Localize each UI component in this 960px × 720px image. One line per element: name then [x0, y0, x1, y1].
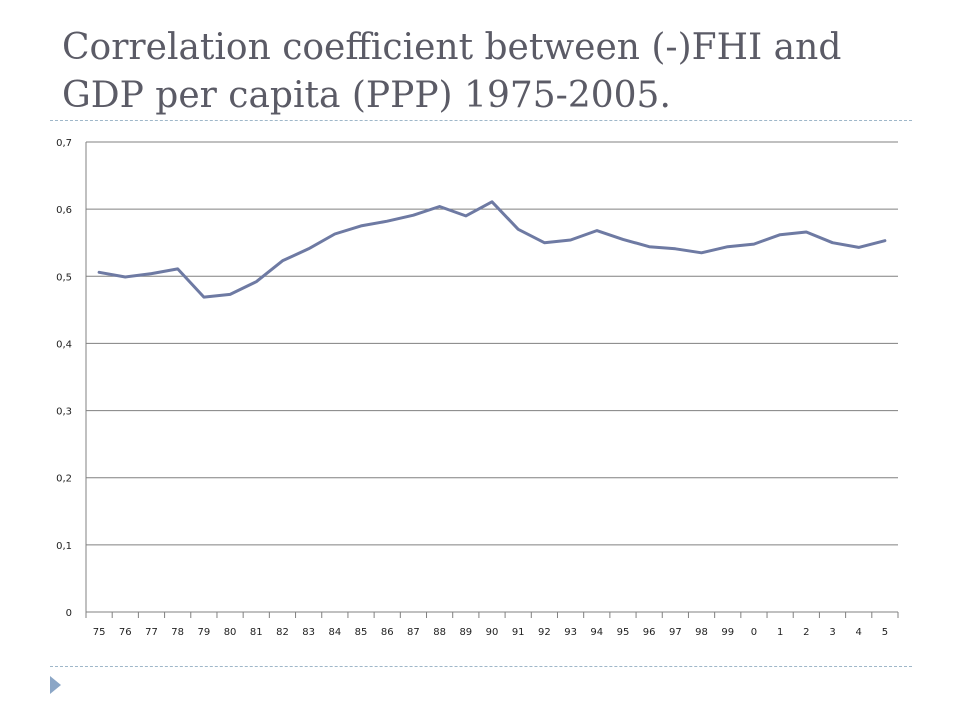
x-tick-label: 84: [328, 627, 341, 638]
y-tick-label: 0,4: [56, 339, 72, 350]
slide-title-line-1: Correlation coefficient between (-)FHI a…: [62, 27, 842, 68]
x-tick-label: 76: [119, 627, 132, 638]
x-tick-label: 77: [145, 627, 158, 638]
x-tick-label: 96: [643, 627, 656, 638]
x-tick-label: 97: [669, 627, 682, 638]
slide-title-line-2: GDP per capita (PPP) 1975-2005.: [62, 75, 671, 116]
x-tick-label: 94: [590, 627, 603, 638]
series-lines: [97, 200, 887, 299]
x-tick-labels: 75 76 77 78 79 80 81 82 83 84 85 86 87 88 89 90 91 92 93 94…: [93, 627, 888, 638]
y-tick-label: 0,1: [56, 541, 72, 552]
x-tick-label: 87: [407, 627, 420, 638]
x-tick-label: 5: [882, 627, 888, 638]
slide-title: Correlation coefficient between (-)FHI a…: [62, 24, 922, 120]
x-tick-label: 83: [302, 627, 315, 638]
y-tick-label: 0,3: [56, 407, 72, 418]
series-line-0: [97, 200, 887, 299]
x-tick-label: 80: [224, 627, 237, 638]
x-tick-label: 81: [250, 627, 263, 638]
y-tick-label: 0,6: [56, 205, 72, 216]
slide-bullet-arrow-icon: [50, 676, 61, 694]
x-tick-label: 3: [829, 627, 835, 638]
x-tick-label: 88: [433, 627, 446, 638]
x-tick-label: 75: [93, 627, 106, 638]
y-tick-labels: 0 0,1 0,2 0,3 0,4 0,5 0,6 0,7: [56, 138, 72, 619]
x-tick-label: 85: [355, 627, 368, 638]
x-tick-label: 1: [777, 627, 783, 638]
x-tick-label: 89: [459, 627, 472, 638]
axes: [85, 142, 899, 618]
x-tick-label: 4: [856, 627, 862, 638]
x-tick-label: 79: [198, 627, 211, 638]
x-tick-label: 93: [564, 627, 577, 638]
x-tick-label: 2: [803, 627, 809, 638]
x-tick-label: 91: [512, 627, 525, 638]
x-tick-label: 78: [171, 627, 184, 638]
x-tick-label: 0: [751, 627, 757, 638]
gridlines: [86, 141, 898, 613]
x-tick-label: 92: [538, 627, 551, 638]
x-tick-label: 82: [276, 627, 289, 638]
y-tick-label: 0,5: [56, 272, 72, 283]
y-tick-label: 0,7: [56, 138, 72, 149]
bottom-divider: [50, 666, 912, 667]
x-tick-label: 98: [695, 627, 708, 638]
top-divider: [50, 120, 912, 121]
y-tick-label: 0: [66, 608, 72, 619]
y-tick-label: 0,2: [56, 474, 72, 485]
x-tick-label: 90: [486, 627, 499, 638]
x-tick-label: 95: [617, 627, 630, 638]
x-tick-label: 99: [721, 627, 734, 638]
x-tick-label: 86: [381, 627, 394, 638]
